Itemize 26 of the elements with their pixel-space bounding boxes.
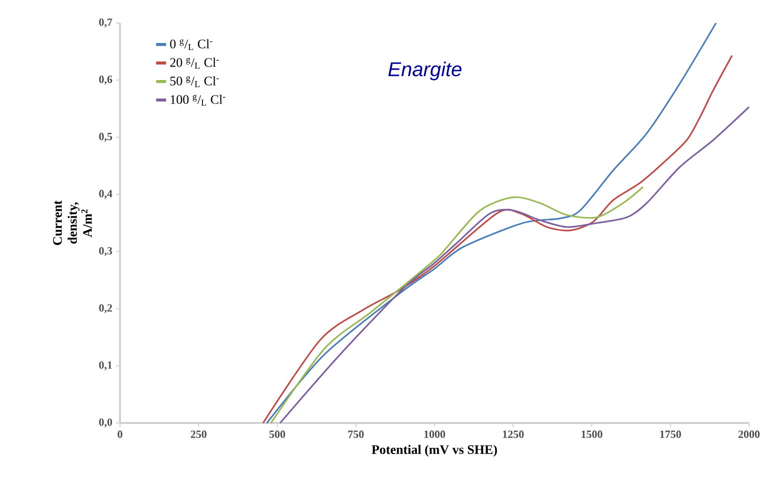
line-series (270, 186, 644, 424)
x-tick-label: 1750 (660, 430, 681, 438)
x-tick-label: 0 (118, 430, 122, 438)
y-axis-title: Current density, A/m$^{2}$ (53, 200, 92, 245)
x-tick-label: 250 (190, 430, 206, 438)
y-tick-label: 0,3 (99, 247, 112, 256)
x-tick-label: 750 (348, 430, 364, 438)
line-series (279, 106, 750, 424)
x-tick-label: 1000 (424, 430, 446, 438)
x-axis-title: Potential (mV vs SHE) (372, 444, 497, 457)
y-tick-label: 0,7 (99, 18, 112, 28)
y-tick-label: 0,1 (99, 361, 112, 370)
x-tick-label: 1250 (503, 430, 524, 438)
x-tick-label: 1500 (582, 430, 602, 438)
legend-label: 0 $^{g}$/$_{L}$ Cl$^{-}$ (170, 39, 212, 50)
legend-label: 50 $^{g}$/$_{L}$ Cl$^{-}$ (170, 76, 219, 88)
annotation: Enargite (388, 62, 462, 80)
legend-label: 100 $^{g}$/$_{L}$ Cl$^{-}$ (170, 94, 226, 106)
x-tick-label: 2000 (738, 430, 760, 438)
y-tick-label: 0,4 (99, 190, 112, 199)
y-tick-label: 0,0 (99, 418, 112, 428)
y-tick-label: 0,5 (99, 132, 112, 142)
y-tick-label: 0,6 (99, 76, 112, 85)
legend-label: 20 $^{g}$/$_{L}$ Cl$^{-}$ (170, 58, 219, 69)
y-tick-label: 0,2 (99, 304, 112, 314)
x-tick-label: 500 (269, 430, 286, 438)
